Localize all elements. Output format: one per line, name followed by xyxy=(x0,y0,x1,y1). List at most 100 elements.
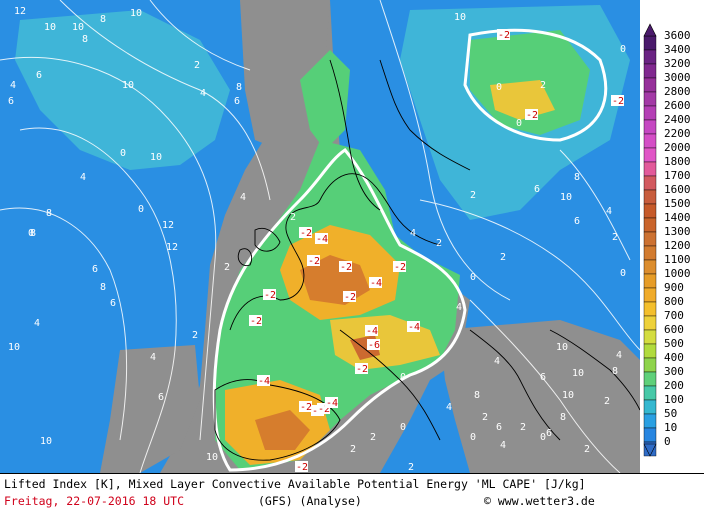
cape-area-atlantic-cyan xyxy=(15,10,230,170)
lifted-index-contours xyxy=(0,0,640,473)
lifted-index-label: 4 xyxy=(410,228,416,239)
lifted-index-label: 0 xyxy=(540,432,546,443)
lifted-index-label: 0 xyxy=(516,118,522,129)
lifted-index-label: 2 xyxy=(408,462,414,473)
lifted-index-label: 0 xyxy=(400,422,406,433)
legend-level-label: 200 xyxy=(664,379,684,392)
lifted-index-label: -4 xyxy=(258,376,270,387)
legend-swatch xyxy=(643,147,657,163)
lifted-index-label: 10 xyxy=(130,8,142,19)
lifted-index-label: 2 xyxy=(540,80,546,91)
lifted-index-label: 8 xyxy=(100,282,106,293)
legend-swatch xyxy=(643,357,657,373)
legend-level-label: 1700 xyxy=(664,169,691,182)
legend-swatch xyxy=(643,343,657,359)
lifted-index-label: 10 xyxy=(572,368,584,379)
lifted-index-label: 2 xyxy=(436,238,442,249)
map-date: Freitag, 22-07-2016 18 UTC xyxy=(4,494,185,508)
lifted-index-label: 4 xyxy=(494,356,500,367)
label-background xyxy=(263,289,276,300)
lifted-index-label: -2 xyxy=(394,262,406,273)
legend-level-label: 0 xyxy=(664,435,671,448)
cape-core-iberia xyxy=(255,410,310,450)
lifted-index-label: 0 xyxy=(620,44,626,55)
lifted-index-label: 4 xyxy=(616,350,622,361)
lifted-index-label: 8 xyxy=(46,208,52,219)
lifted-index-label: -2 xyxy=(264,290,276,301)
lifted-index-label: 6 xyxy=(496,422,502,433)
lifted-index-label: 4 xyxy=(606,206,612,217)
lifted-index-label: 10 xyxy=(8,342,20,353)
lifted-index-label: 0 xyxy=(470,272,476,283)
legend-swatch xyxy=(643,371,657,387)
legend-swatch xyxy=(643,49,657,65)
legend-level-label: 3600 xyxy=(664,29,691,42)
label-background xyxy=(299,401,312,412)
land-gray-balkans xyxy=(440,320,640,473)
lifted-index-label: 4 xyxy=(150,352,156,363)
lifted-index-label: 0 xyxy=(28,228,34,239)
lifted-index-label: 4 xyxy=(80,172,86,183)
lifted-index-label: 10 xyxy=(562,390,574,401)
lifted-index-label: 6 xyxy=(110,298,116,309)
lifted-index-label: 4 xyxy=(34,318,40,329)
lifted-index-label: -2 xyxy=(300,228,312,239)
legend-level-label: 600 xyxy=(664,323,684,336)
lifted-index-label: 12 xyxy=(162,220,174,231)
label-background xyxy=(299,227,312,238)
lifted-index-label: 4 xyxy=(10,80,16,91)
lifted-index-label: 4 xyxy=(240,192,246,203)
label-background xyxy=(295,461,308,472)
lifted-index-label: -2 xyxy=(296,462,308,473)
lifted-index-label: 8 xyxy=(236,82,242,93)
legend-level-label: 3400 xyxy=(664,43,691,56)
lifted-index-label: 6 xyxy=(540,372,546,383)
lifted-index-label: 8 xyxy=(560,412,566,423)
legend-level-label: 10 xyxy=(664,421,678,434)
legend-swatch xyxy=(643,259,657,275)
lifted-index-label: 8 xyxy=(612,366,618,377)
lifted-index-label: -4 xyxy=(316,234,328,245)
label-background xyxy=(369,277,382,288)
legend-swatch xyxy=(643,427,657,443)
legend-level-label: 1800 xyxy=(664,155,691,168)
legend-level-label: 2200 xyxy=(664,127,691,140)
lifted-index-label: 4 xyxy=(456,302,462,313)
legend-swatch xyxy=(643,175,657,191)
legend-level-label: 50 xyxy=(664,407,678,420)
legend-level-label: 1600 xyxy=(664,183,691,196)
lifted-index-label: 6 xyxy=(574,216,580,227)
lifted-index-label: 12 xyxy=(166,242,178,253)
lifted-index-label: 2 xyxy=(500,252,506,263)
legend-swatch xyxy=(643,287,657,303)
legend-swatch xyxy=(643,77,657,93)
legend-level-label: 1500 xyxy=(664,197,691,210)
legend-level-label: 800 xyxy=(664,295,684,308)
lifted-index-label: 2 xyxy=(194,60,200,71)
lifted-index-label: 8 xyxy=(574,172,580,183)
lifted-index-label: 2 xyxy=(612,232,618,243)
label-background xyxy=(307,255,320,266)
label-background xyxy=(257,375,270,386)
lifted-index-label: 0 xyxy=(138,204,144,215)
legend-level-label: 100 xyxy=(664,393,684,406)
label-background xyxy=(325,397,338,408)
label-background xyxy=(393,261,406,272)
legend-bottom-arrow xyxy=(643,443,657,457)
legend-swatch xyxy=(643,315,657,331)
lifted-index-label: 0 xyxy=(496,82,502,93)
cape-area-ne-yellow xyxy=(490,80,555,120)
lifted-index-label: 2 xyxy=(604,396,610,407)
lifted-index-label: 2 xyxy=(224,262,230,273)
legend-swatch xyxy=(643,273,657,289)
label-background xyxy=(525,109,538,120)
legend-level-label: 1000 xyxy=(664,267,691,280)
lifted-index-label: 4 xyxy=(500,440,506,451)
lifted-index-label: -2 xyxy=(340,262,352,273)
lifted-index-label: 6 xyxy=(92,264,98,275)
lifted-index-label: -4 xyxy=(326,398,338,409)
land-gray-iberia-south xyxy=(100,345,200,473)
lifted-index-label: -2 xyxy=(300,402,312,413)
legend-swatch xyxy=(643,133,657,149)
